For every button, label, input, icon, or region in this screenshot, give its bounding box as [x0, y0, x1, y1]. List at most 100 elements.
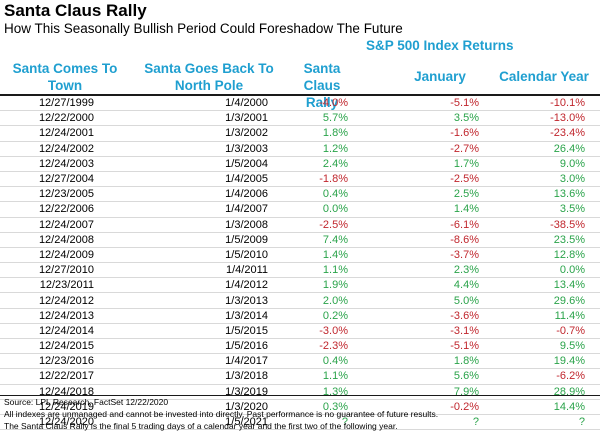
calendar-year-return-cell: -38.5% [550, 218, 585, 231]
table-row: 12/23/2011 1/4/2012 1.9% 4.4% 13.4% [0, 278, 600, 294]
table-row: 12/27/2004 1/4/2005 -1.8% -2.5% 3.0% [0, 172, 600, 188]
calendar-year-return-cell: -23.4% [550, 127, 585, 140]
start-date-cell: 12/24/2020 [38, 416, 94, 429]
disclaimer-note: All indexes are unmanaged and cannot be … [4, 409, 439, 419]
calendar-year-return-cell: 13.4% [553, 279, 585, 292]
end-date-cell: 1/3/2020 [225, 400, 268, 413]
table-row: 12/24/2008 1/5/2009 7.4% -8.6% 23.5% [0, 233, 600, 248]
january-return-cell: 1.7% [453, 157, 479, 170]
start-date-cell: 12/23/2011 [39, 279, 94, 292]
definition-note: The Santa Claus Rally is the final 5 tra… [4, 421, 398, 431]
returns-table: 12/27/1999 1/4/2000 -4.0% -5.1% -10.1% 12/22/… [0, 96, 600, 431]
january-return-cell: 4.4% [453, 279, 479, 292]
table-row: 12/23/2005 1/4/2006 0.4% 2.5% 13.6% [0, 187, 600, 203]
january-return-cell: 2.5% [453, 188, 479, 201]
table-row: 12/24/2009 1/5/2010 1.4% -3.7% 12.8% [0, 248, 600, 264]
calendar-year-return-cell: 19.4% [553, 355, 585, 368]
table-row: 12/22/2000 1/3/2001 5.7% 3.5% -13.0% [0, 111, 600, 127]
rally-return-cell: 0.0% [322, 203, 348, 216]
january-return-cell: 7.9% [453, 385, 479, 398]
rally-return-cell: 1.9% [322, 279, 348, 292]
table-row: 12/23/2016 1/4/2017 0.4% 1.8% 19.4% [0, 354, 600, 370]
rally-return-cell: 0.2% [322, 309, 348, 322]
rally-return-cell: -2.5% [319, 218, 348, 231]
col-header-santa-goes: Santa Goes Back To North Pole [144, 61, 274, 93]
calendar-year-return-cell: -13.0% [550, 112, 585, 125]
start-date-cell: 12/23/2005 [38, 188, 94, 201]
rally-return-cell: 0.3% [322, 400, 348, 413]
col-header-calendar-year: Calendar Year [499, 69, 589, 84]
table-row: 12/24/2003 1/5/2004 2.4% 1.7% 9.0% [0, 157, 600, 172]
january-return-cell: -2.7% [450, 142, 479, 155]
rally-return-cell: -4.0% [319, 97, 348, 110]
rally-return-cell: -2.3% [319, 340, 348, 353]
january-return-cell: -8.6% [450, 233, 479, 246]
table-row: 12/24/2015 1/5/2016 -2.3% -5.1% 9.5% [0, 339, 600, 355]
rally-return-cell: 2.4% [322, 157, 348, 170]
start-date-cell: 12/24/2013 [38, 309, 94, 322]
calendar-year-return-cell: ? [578, 416, 585, 429]
start-date-cell: 12/24/2015 [38, 340, 94, 353]
january-return-cell: ? [472, 416, 479, 429]
table-row: 12/22/2017 1/3/2018 1.1% 5.6% -6.2% [0, 369, 600, 385]
end-date-cell: 1/5/2015 [225, 324, 268, 337]
january-return-cell: -0.2% [450, 400, 479, 413]
rally-return-cell: 1.4% [322, 248, 348, 261]
page-title: Santa Claus Rally [4, 1, 147, 20]
calendar-year-return-cell: 11.4% [554, 309, 585, 322]
january-return-cell: -2.5% [450, 173, 479, 186]
end-date-cell: 1/3/2002 [225, 127, 268, 140]
start-date-cell: 12/24/2002 [38, 142, 94, 155]
end-date-cell: 1/4/2006 [225, 188, 268, 201]
calendar-year-return-cell: -0.7% [556, 324, 585, 337]
calendar-year-return-cell: 0.0% [559, 264, 585, 277]
january-return-cell: -3.1% [450, 324, 479, 337]
end-date-cell: 1/4/2017 [225, 355, 268, 368]
calendar-year-return-cell: 13.6% [553, 188, 585, 201]
table-row: 12/24/2013 1/3/2014 0.2% -3.6% 11.4% [0, 309, 600, 324]
rally-return-cell: 5.7% [322, 112, 348, 125]
rally-return-cell: 7.4% [322, 233, 348, 246]
end-date-cell: 1/5/2004 [225, 157, 268, 170]
calendar-year-return-cell: 3.0% [559, 173, 585, 186]
returns-group-header: S&P 500 Index Returns [366, 38, 514, 53]
col-header-santa-comes: Santa Comes To Town [12, 61, 118, 93]
start-date-cell: 12/24/2009 [38, 248, 94, 261]
rally-return-cell: 1.2% [322, 142, 348, 155]
calendar-year-return-cell: -6.2% [556, 370, 585, 383]
end-date-cell: 1/3/2003 [225, 142, 268, 155]
end-date-cell: 1/3/2014 [225, 309, 268, 322]
rally-return-cell: 2.0% [322, 294, 348, 307]
header-rule [0, 94, 600, 96]
end-date-cell: 1/4/2005 [225, 173, 268, 186]
end-date-cell: 1/5/2021 [225, 416, 268, 429]
end-date-cell: 1/5/2009 [225, 233, 268, 246]
end-date-cell: 1/3/2008 [225, 218, 268, 231]
end-date-cell: 1/3/2013 [225, 294, 268, 307]
start-date-cell: 12/24/2001 [38, 127, 94, 140]
rally-return-cell: 0.4% [322, 188, 348, 201]
end-date-cell: 1/3/2001 [225, 112, 268, 125]
footer-rule [0, 395, 600, 396]
start-date-cell: 12/27/2010 [38, 264, 94, 277]
table-row: 12/24/2012 1/3/2013 2.0% 5.0% 29.6% [0, 293, 600, 309]
january-return-cell: -5.1% [450, 340, 479, 353]
january-return-cell: -3.6% [450, 309, 479, 322]
rally-return-cell: 0.4% [322, 355, 348, 368]
table-row: 12/24/2019 1/3/2020 0.3% -0.2% 14.4% [0, 400, 600, 415]
end-date-cell: 1/5/2016 [225, 340, 268, 353]
start-date-cell: 12/24/2012 [38, 294, 94, 307]
table-row: 12/24/2014 1/5/2015 -3.0% -3.1% -0.7% [0, 324, 600, 339]
start-date-cell: 12/24/2003 [38, 157, 94, 170]
table-row: 12/24/2002 1/3/2003 1.2% -2.7% 26.4% [0, 142, 600, 157]
table-row: 12/24/2001 1/3/2002 1.8% -1.6% -23.4% [0, 126, 600, 142]
calendar-year-return-cell: 26.4% [553, 142, 585, 155]
calendar-year-return-cell: 9.5% [559, 340, 585, 353]
january-return-cell: 3.5% [453, 112, 479, 125]
start-date-cell: 12/24/2018 [38, 385, 94, 398]
end-date-cell: 1/5/2010 [225, 248, 268, 261]
page-subtitle: How This Seasonally Bullish Period Could… [4, 21, 403, 36]
calendar-year-return-cell: 28.9% [553, 385, 585, 398]
january-return-cell: 5.0% [453, 294, 479, 307]
start-date-cell: 12/24/2019 [38, 400, 94, 413]
